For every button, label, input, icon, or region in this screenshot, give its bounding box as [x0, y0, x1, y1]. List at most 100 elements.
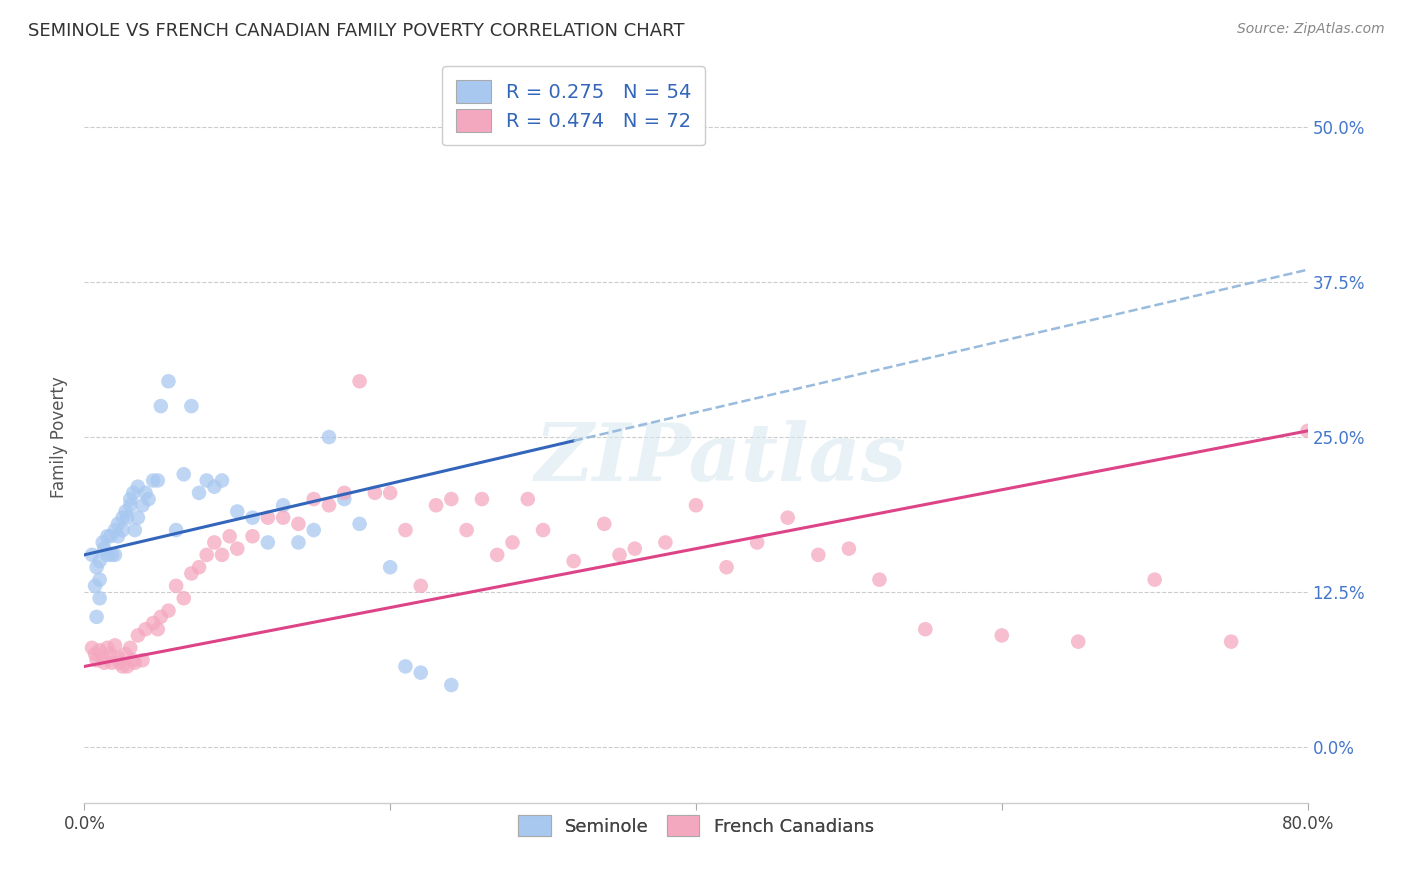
Point [188, 560, 211, 574]
Point [86, 653, 108, 667]
Point [380, 486, 402, 500]
Point [84, 647, 107, 661]
Point [869, 573, 891, 587]
Point [135, 622, 157, 636]
Point [89, 643, 111, 657]
Point [1220, 634, 1243, 648]
Point [409, 579, 432, 593]
Point [89, 591, 111, 606]
Point [287, 516, 309, 531]
Point [98, 647, 121, 661]
Point [180, 566, 202, 581]
Point [96, 548, 118, 562]
Point [96, 529, 118, 543]
Point [157, 604, 180, 618]
Point [131, 498, 153, 512]
Point [115, 510, 138, 524]
Point [624, 541, 647, 556]
Point [115, 659, 138, 673]
Point [318, 430, 340, 444]
Point [562, 554, 585, 568]
Point [409, 665, 432, 680]
Point [107, 529, 129, 543]
Point [380, 560, 402, 574]
Point [257, 510, 280, 524]
Point [302, 491, 325, 506]
Point [271, 498, 294, 512]
Point [120, 498, 142, 512]
Point [226, 541, 249, 556]
Point [104, 548, 127, 562]
Point [685, 498, 707, 512]
Point [173, 591, 195, 606]
Point [93, 656, 115, 670]
Point [122, 486, 145, 500]
Point [80, 640, 103, 655]
Point [516, 491, 538, 506]
Point [838, 541, 860, 556]
Point [226, 504, 249, 518]
Point [114, 504, 136, 518]
Point [120, 640, 142, 655]
Point [146, 474, 169, 488]
Point [91, 650, 114, 665]
Point [257, 535, 280, 549]
Point [287, 535, 309, 549]
Point [218, 529, 240, 543]
Point [1067, 634, 1090, 648]
Point [96, 640, 118, 655]
Point [98, 529, 121, 543]
Point [1143, 573, 1166, 587]
Point [107, 650, 129, 665]
Point [456, 523, 478, 537]
Point [609, 548, 631, 562]
Point [127, 510, 149, 524]
Legend: Seminole, French Canadians: Seminole, French Canadians [505, 803, 887, 848]
Point [502, 535, 524, 549]
Point [180, 399, 202, 413]
Point [165, 523, 187, 537]
Point [349, 516, 371, 531]
Point [486, 548, 509, 562]
Point [149, 399, 172, 413]
Point [531, 523, 554, 537]
Point [138, 491, 160, 506]
Point [807, 548, 830, 562]
Point [242, 529, 264, 543]
Point [86, 610, 108, 624]
Point [202, 535, 225, 549]
Point [108, 656, 131, 670]
Point [202, 480, 225, 494]
Point [149, 610, 172, 624]
Point [84, 579, 107, 593]
Point [914, 622, 936, 636]
Point [394, 659, 416, 673]
Point [107, 516, 129, 531]
Point [211, 548, 233, 562]
Point [593, 516, 616, 531]
Point [776, 510, 799, 524]
Text: SEMINOLE VS FRENCH CANADIAN FAMILY POVERTY CORRELATION CHART: SEMINOLE VS FRENCH CANADIAN FAMILY POVER… [28, 22, 685, 40]
Point [440, 678, 463, 692]
Point [101, 656, 124, 670]
Point [271, 510, 294, 524]
Point [349, 374, 371, 388]
Point [146, 622, 169, 636]
Point [86, 560, 108, 574]
Point [991, 628, 1014, 642]
Point [440, 491, 463, 506]
Point [195, 474, 218, 488]
Point [471, 491, 494, 506]
Point [101, 548, 124, 562]
Point [302, 523, 325, 537]
Point [242, 510, 264, 524]
Point [173, 467, 195, 482]
Point [104, 523, 127, 537]
Point [104, 638, 127, 652]
Y-axis label: Family Poverty: Family Poverty [51, 376, 69, 498]
Point [124, 523, 146, 537]
Point [333, 486, 356, 500]
Point [747, 535, 769, 549]
Point [716, 560, 738, 574]
Point [127, 628, 149, 642]
